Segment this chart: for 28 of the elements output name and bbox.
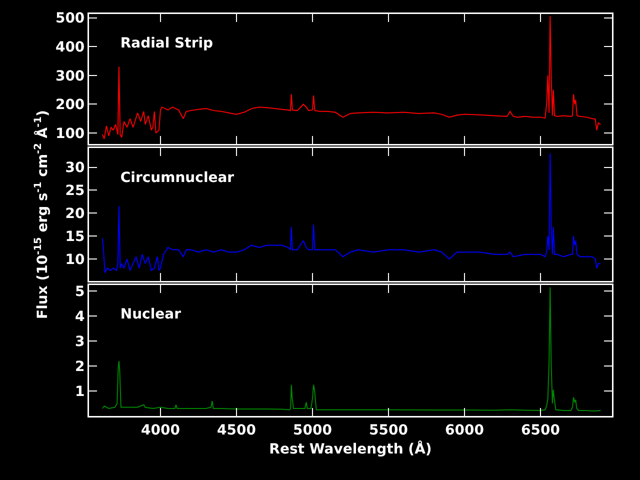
x-tick-label: 5500: [369, 422, 408, 438]
x-tick-label: 4000: [140, 422, 180, 438]
y-tick-label: 300: [55, 68, 85, 84]
y-tick-label: 4: [74, 308, 85, 325]
y-tick-label: 2: [74, 358, 85, 375]
line-series: [102, 286, 602, 412]
y-tick-label: 200: [55, 97, 85, 114]
x-axis-title: Rest Wavelength (Å): [269, 440, 432, 458]
x-tick-label: 6000: [445, 422, 484, 438]
y-tick-label: 1: [74, 384, 85, 400]
text: Radial Strip: [120, 36, 214, 52]
y-tick-label: 100: [55, 126, 85, 142]
line-series: [102, 153, 602, 274]
y-tick-label: 5: [74, 284, 85, 300]
y-tick-label: 25: [65, 183, 85, 200]
y-tick-label: 30: [65, 160, 85, 176]
y-tick-label: 15: [65, 228, 85, 245]
y-tick-label: 20: [65, 206, 85, 222]
x-tick-label: 4500: [216, 422, 256, 438]
y-tick-label: 500: [55, 10, 85, 27]
text: Nuclear: [120, 306, 182, 323]
x-tick-label: 5000: [293, 422, 332, 438]
y-tick-label: 400: [55, 39, 85, 56]
x-tick-label: 6500: [521, 422, 560, 438]
text: Circumnuclear: [120, 170, 234, 186]
line-series: [102, 16, 602, 140]
y-tick-label: 3: [74, 334, 85, 350]
y-tick-label: 10: [65, 252, 85, 268]
